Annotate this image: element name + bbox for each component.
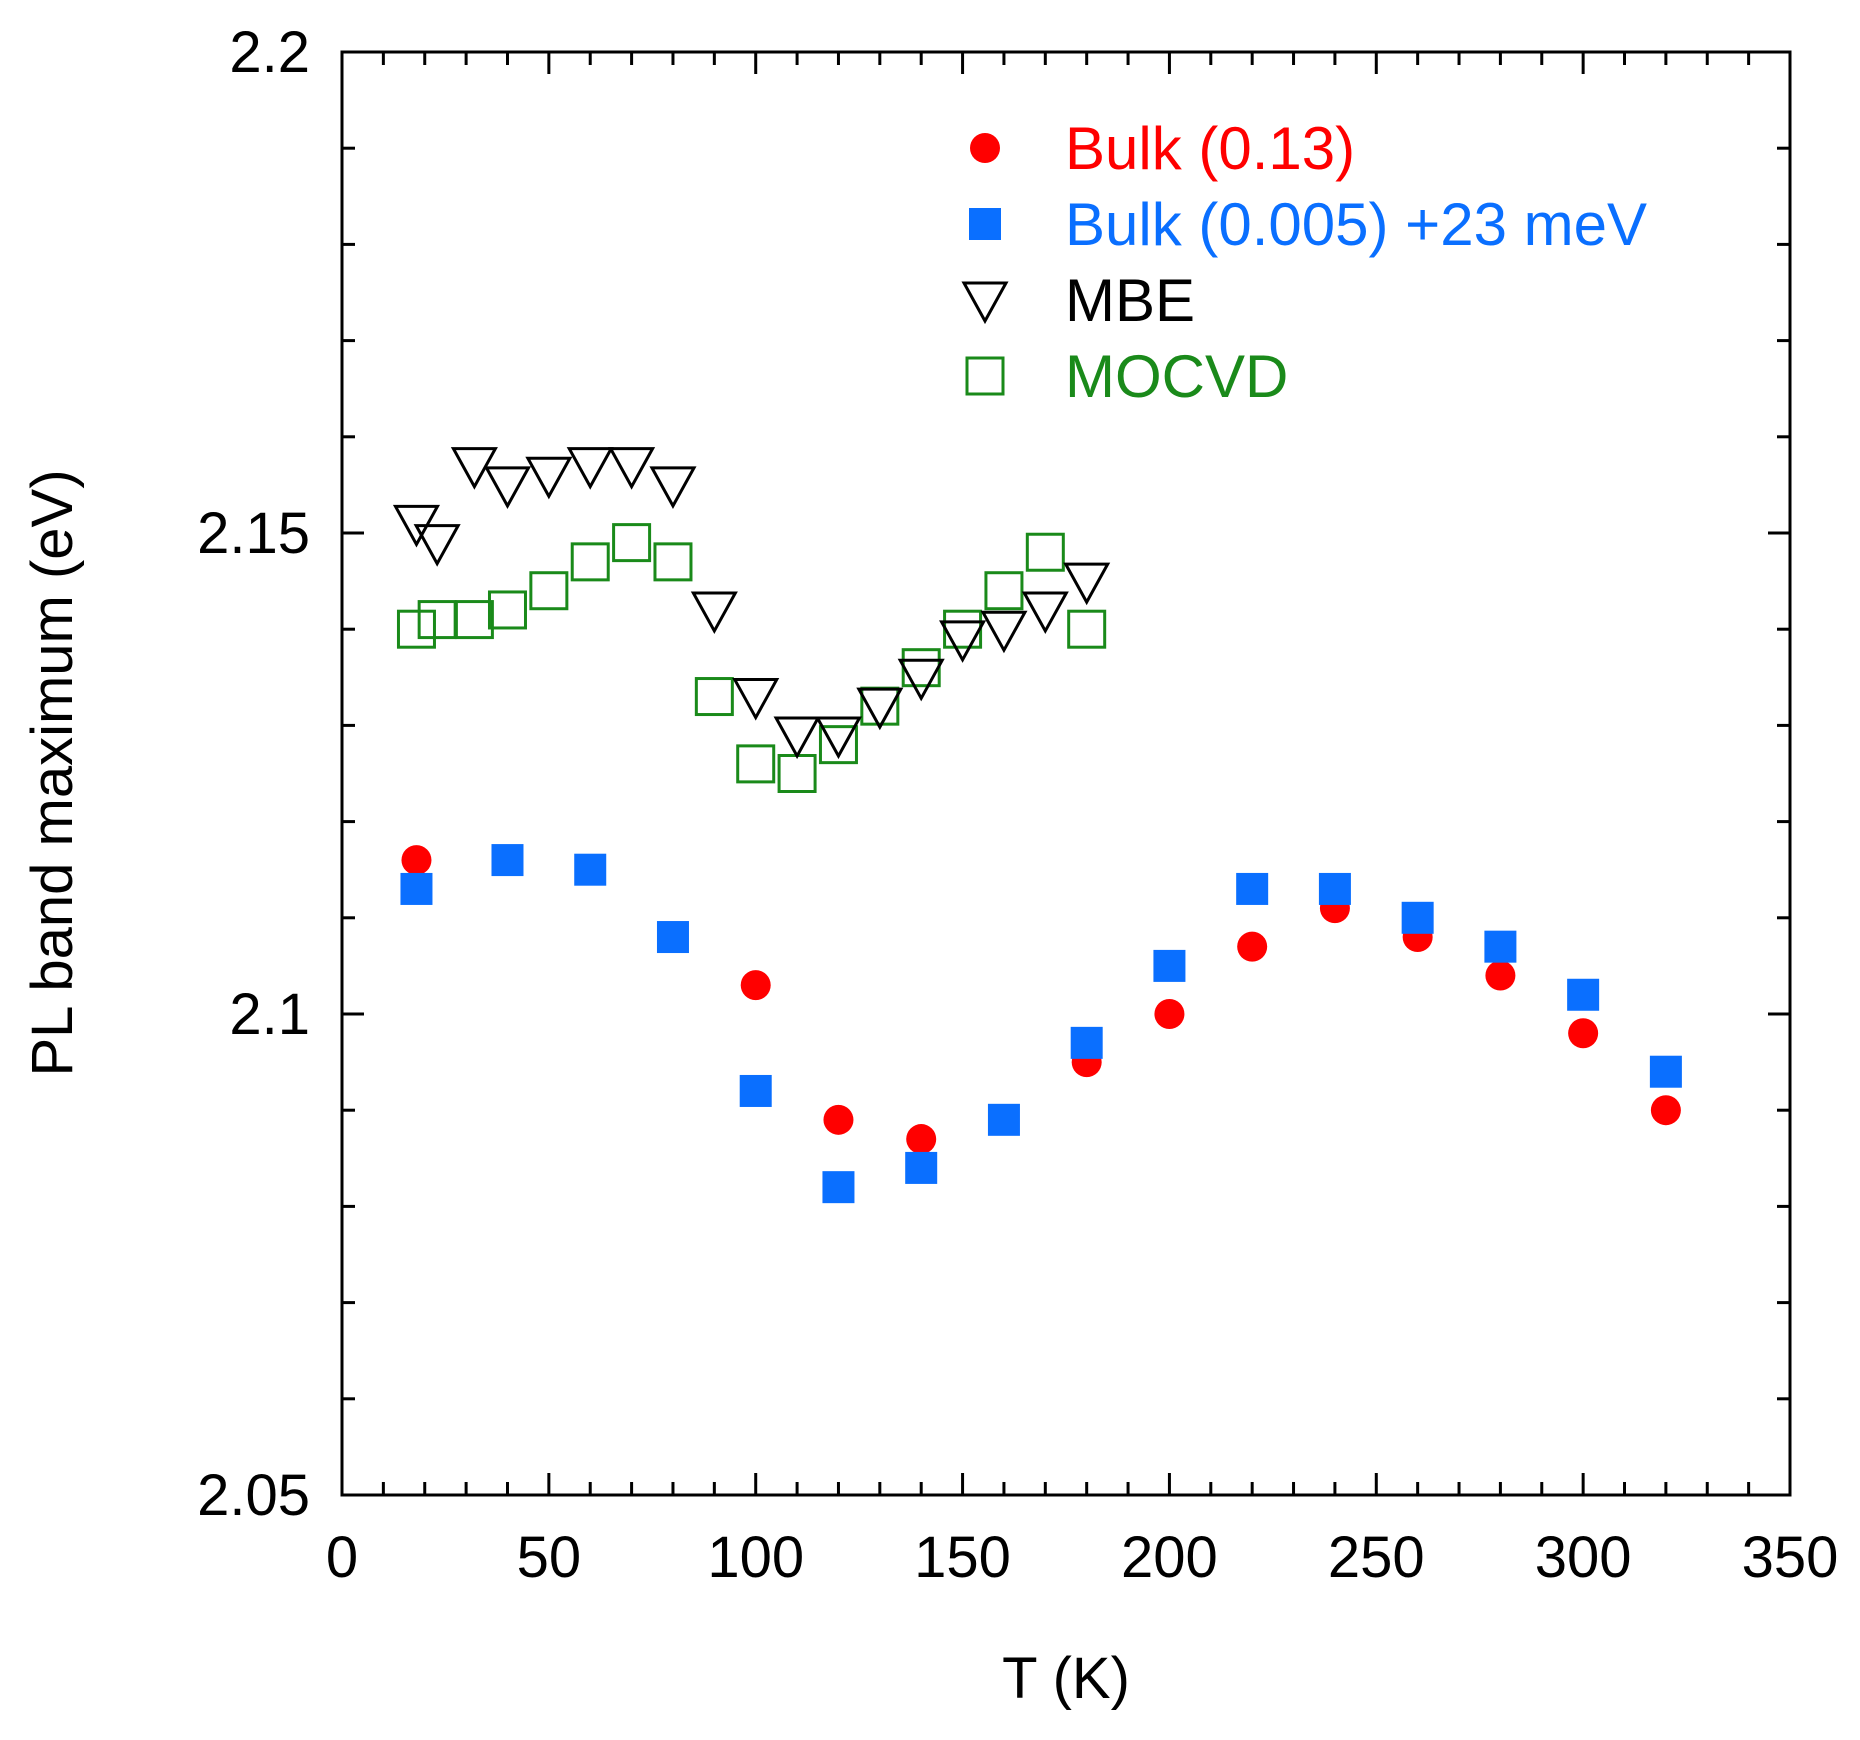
data-point xyxy=(1021,591,1069,635)
data-point xyxy=(690,591,738,635)
data-point xyxy=(694,677,734,717)
tick-labels: 0 50 100 150 200 250 300 350 2.05 2.1 2.15 2.2 xyxy=(197,20,1838,1590)
data-point xyxy=(984,571,1024,611)
data-point xyxy=(740,970,771,1001)
data-point xyxy=(608,447,656,490)
legend-label: MOCVD xyxy=(1065,343,1288,410)
data-point xyxy=(413,524,461,567)
x-axis-label: T (K) xyxy=(1002,1646,1130,1711)
data-point xyxy=(487,590,527,630)
data-point xyxy=(822,1171,855,1204)
data-point xyxy=(1568,1018,1599,1049)
plot-markers xyxy=(392,447,1682,1204)
x-tick-label: 350 xyxy=(1742,1525,1839,1590)
plot-frame xyxy=(340,50,1792,1497)
data-point xyxy=(823,1104,854,1135)
legend-label: Bulk (0.13) xyxy=(1065,115,1355,182)
data-point xyxy=(656,921,689,954)
data-point xyxy=(906,1124,937,1155)
data-point xyxy=(736,744,776,784)
data-point xyxy=(1025,532,1065,572)
data-point xyxy=(1484,930,1517,963)
legend-marker xyxy=(961,281,1009,325)
data-point xyxy=(653,542,693,582)
series-open-triangle-down xyxy=(392,447,1111,760)
data-point xyxy=(1649,1055,1682,1088)
x-tick-label: 300 xyxy=(1535,1525,1632,1590)
data-point xyxy=(1650,1095,1681,1126)
x-tick-label: 150 xyxy=(914,1525,1011,1590)
data-point xyxy=(773,716,821,760)
data-point xyxy=(777,754,817,793)
data-point xyxy=(901,648,941,688)
data-point xyxy=(739,1074,772,1107)
data-point xyxy=(417,600,457,640)
data-point xyxy=(649,466,697,510)
x-tick-label: 250 xyxy=(1328,1525,1425,1590)
legend-item: Bulk (0.005) +23 meV xyxy=(969,191,1647,258)
data-point xyxy=(400,872,433,905)
data-point xyxy=(1567,978,1600,1011)
legend-item: Bulk (0.13) xyxy=(970,115,1355,182)
data-point xyxy=(491,844,524,877)
data-point xyxy=(939,620,987,663)
data-point xyxy=(454,600,494,640)
data-point xyxy=(1070,1026,1103,1059)
series-filled-circle xyxy=(401,845,1681,1155)
data-point xyxy=(1154,999,1185,1029)
data-point xyxy=(897,658,945,702)
data-point xyxy=(566,447,614,490)
x-tick-label: 0 xyxy=(326,1525,358,1590)
data-point xyxy=(1153,949,1186,982)
y-axis-label: PL band maximum (eV) xyxy=(20,469,85,1076)
data-point xyxy=(396,609,436,649)
series-filled-square xyxy=(400,844,1682,1204)
data-point xyxy=(1401,901,1434,934)
y-tick-label: 2.05 xyxy=(197,1463,310,1528)
data-point xyxy=(529,571,569,611)
data-point xyxy=(574,853,607,886)
data-point xyxy=(856,687,904,731)
data-point xyxy=(943,609,983,649)
y-tick-label: 2.15 xyxy=(197,501,310,566)
data-point xyxy=(1485,960,1516,991)
data-point xyxy=(980,610,1028,654)
legend-marker xyxy=(969,208,1001,240)
x-tick-label: 100 xyxy=(707,1525,804,1590)
legend-marker xyxy=(965,356,1005,396)
data-point xyxy=(570,542,610,582)
data-point xyxy=(987,1103,1020,1136)
data-point xyxy=(732,678,780,721)
data-point xyxy=(1318,872,1351,905)
data-point xyxy=(818,725,858,765)
legend-marker xyxy=(970,133,1000,163)
data-point xyxy=(814,716,862,760)
data-point xyxy=(483,466,532,510)
data-point xyxy=(1236,872,1269,905)
data-point xyxy=(1063,562,1111,606)
x-tick-label: 200 xyxy=(1121,1525,1218,1590)
data-point xyxy=(1237,931,1268,962)
legend-label: Bulk (0.005) +23 meV xyxy=(1065,191,1647,258)
x-tick-label: 50 xyxy=(517,1525,582,1590)
data-point xyxy=(612,523,652,563)
data-point xyxy=(401,845,432,876)
data-point xyxy=(905,1151,938,1184)
legend: Bulk (0.13) Bulk (0.005) +23 meV MBE MOCVD xyxy=(961,115,1647,410)
data-point xyxy=(525,456,573,500)
data-point xyxy=(1067,609,1107,649)
y-tick-label: 2.1 xyxy=(229,982,310,1047)
axis-ticks xyxy=(340,50,1792,1497)
legend-label: MBE xyxy=(1065,267,1195,334)
y-tick-label: 2.2 xyxy=(229,20,310,85)
legend-item: MBE xyxy=(961,267,1195,334)
legend-item: MOCVD xyxy=(965,343,1288,410)
series-open-square xyxy=(396,523,1107,793)
